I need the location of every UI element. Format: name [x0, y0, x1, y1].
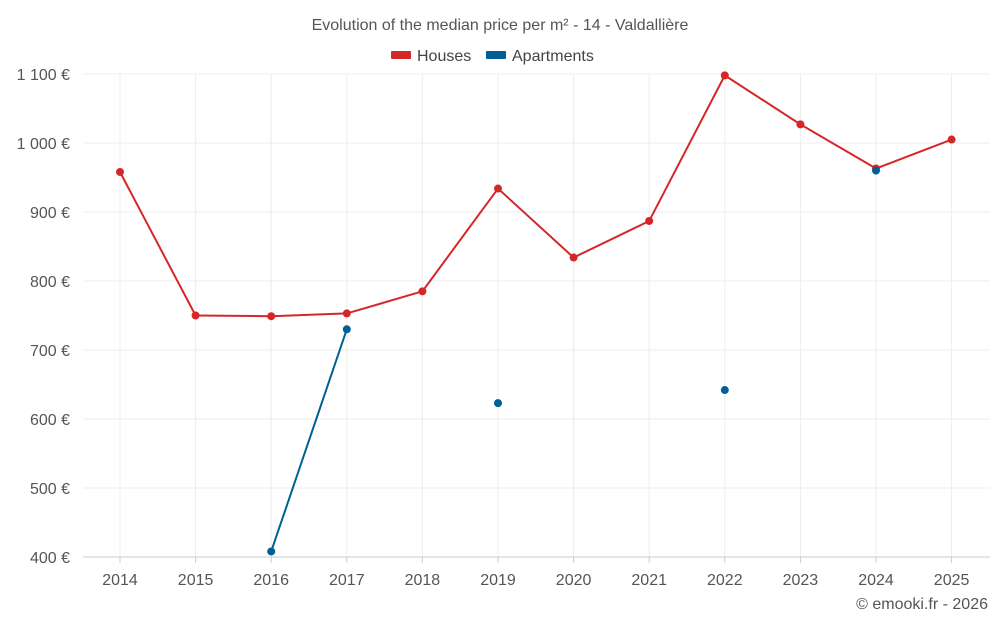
data-point-houses[interactable]: [191, 311, 200, 320]
x-tick-label: 2021: [631, 572, 667, 589]
x-tick-label: 2023: [783, 572, 819, 589]
series-apartments: [267, 166, 880, 556]
chart-title: Evolution of the median price per m² - 1…: [312, 17, 689, 34]
legend-swatch-houses: [391, 51, 411, 59]
series-segment-houses: [119, 170, 197, 317]
y-tick-label: 900 €: [30, 205, 70, 222]
x-tick-label: 2018: [405, 572, 441, 589]
data-point-houses[interactable]: [342, 309, 351, 318]
data-point-houses[interactable]: [569, 253, 578, 262]
y-gridlines: [83, 73, 990, 558]
data-point-apartments[interactable]: [720, 386, 729, 395]
x-tick-label: 2024: [858, 572, 894, 589]
credit-text: © emooki.fr - 2026: [856, 596, 988, 613]
series-segment-houses: [421, 187, 499, 293]
x-tick-label: 2014: [102, 572, 138, 589]
data-point-houses[interactable]: [267, 312, 276, 321]
y-axis: 400 € 500 € 600 € 700 € 800 € 900 € 1 000 € 1 1…: [17, 67, 70, 567]
y-tick-label: 700 €: [30, 343, 70, 360]
series-segment-houses: [723, 74, 802, 126]
series-segment-houses: [345, 290, 424, 315]
x-tick-label: 2017: [329, 572, 365, 589]
series-segment-houses: [194, 314, 273, 318]
y-tick-label: 500 €: [30, 481, 70, 498]
y-tick-label: 400 €: [30, 550, 70, 567]
y-tick-label: 1 100 €: [17, 67, 70, 84]
series-segment-houses: [799, 123, 877, 170]
series-segment-houses: [648, 74, 726, 222]
x-tick-label: 2019: [480, 572, 516, 589]
series-houses: [116, 71, 956, 321]
data-point-houses[interactable]: [796, 120, 805, 129]
legend-swatch-apartments: [486, 51, 506, 59]
data-point-houses[interactable]: [116, 167, 124, 176]
x-gridlines: [119, 74, 953, 557]
x-tick-label: 2020: [556, 572, 592, 589]
series-segment-houses: [572, 219, 651, 259]
legend-item-houses[interactable]: Houses: [391, 48, 471, 65]
legend-label-houses: Houses: [417, 48, 471, 65]
legend-label-apartments: Apartments: [512, 48, 594, 65]
series-segment-houses: [270, 312, 348, 318]
data-point-apartments[interactable]: [342, 325, 351, 334]
x-axis: 2014 2015 2016 2017 2018 2019 2020 2021 2022 2023…: [102, 557, 969, 589]
data-point-apartments[interactable]: [872, 166, 880, 175]
data-point-apartments[interactable]: [494, 399, 502, 408]
data-point-houses[interactable]: [720, 71, 729, 80]
y-tick-label: 600 €: [30, 412, 70, 429]
x-tick-label: 2015: [178, 572, 214, 589]
data-point-apartments[interactable]: [267, 547, 276, 556]
legend: Houses Apartments: [391, 48, 594, 65]
y-tick-label: 800 €: [30, 274, 70, 291]
legend-item-apartments[interactable]: Apartments: [486, 48, 594, 65]
x-tick-label: 2025: [934, 572, 970, 589]
data-point-houses[interactable]: [494, 184, 502, 193]
x-tick-label: 2022: [707, 572, 743, 589]
series-segment-apartments: [270, 328, 348, 553]
series-segment-houses: [875, 138, 953, 170]
series-segment-houses: [497, 187, 575, 259]
y-tick-label: 1 000 €: [17, 136, 70, 153]
x-tick-label: 2016: [253, 572, 289, 589]
data-point-houses[interactable]: [947, 135, 956, 144]
data-point-houses[interactable]: [645, 216, 654, 225]
data-point-houses[interactable]: [418, 287, 427, 296]
series-layer: [116, 71, 956, 556]
